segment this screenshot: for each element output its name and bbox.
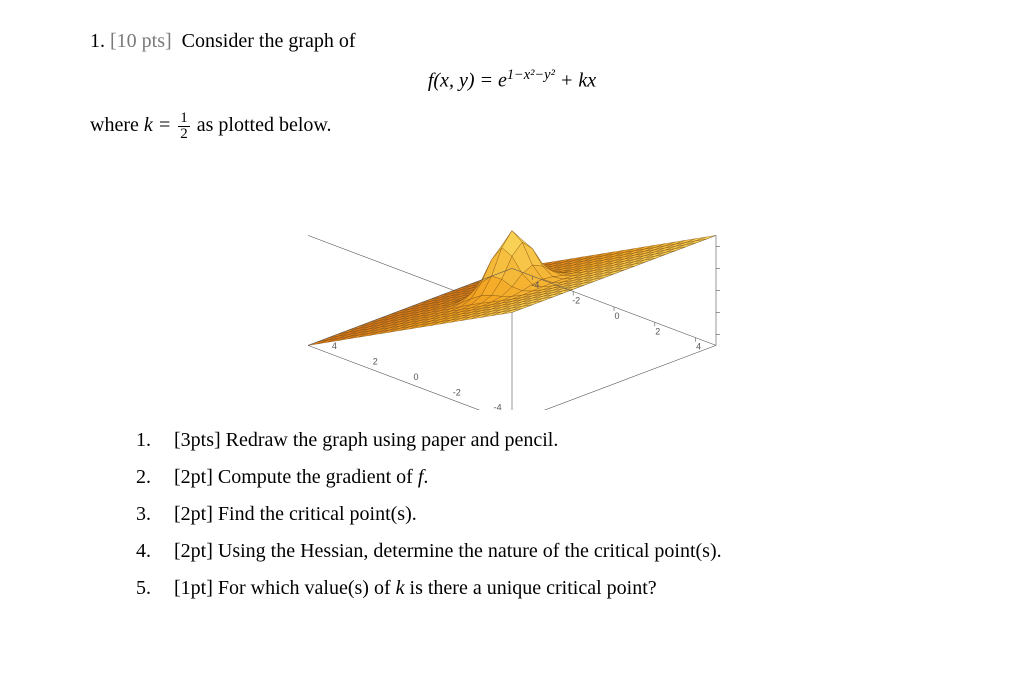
formula-exponent: 1−x²−y² [507,67,555,83]
subpart-body: Using the Hessian, determine the nature … [213,540,722,562]
formula: f(x, y) = e1−x²−y² + kx [90,67,934,93]
svg-text:4: 4 [332,341,337,351]
subpart-text: [2pt] Find the critical point(s). [174,503,934,526]
where-line: where k = 12 as plotted below. [90,111,934,142]
surface-plot: -4-2024420-2-4-2-1012 [302,150,722,410]
subpart-number: 4. [136,540,174,563]
problem-number: 1. [90,30,105,52]
subpart-number: 3. [136,503,174,526]
fraction: 12 [178,111,190,142]
subpart-body-after: . [423,466,428,488]
where-prefix: where [90,114,144,136]
subpart-2: 2. [2pt] Compute the gradient of f. [136,466,934,489]
problem-points: [10 pts] [110,30,172,52]
subpart-pts: [3pts] [174,429,221,451]
subpart-3: 3. [2pt] Find the critical point(s). [136,503,934,526]
svg-text:4: 4 [696,341,701,351]
subpart-number: 5. [136,577,174,600]
subpart-number: 2. [136,466,174,489]
where-suffix: as plotted below. [192,114,332,136]
problem-header: 1. [10 pts] Consider the graph of [90,30,934,53]
subpart-text: [3pts] Redraw the graph using paper and … [174,429,934,452]
svg-text:0: 0 [413,372,418,382]
subpart-1: 1. [3pts] Redraw the graph using paper a… [136,429,934,452]
subpart-text: [2pt] Using the Hessian, determine the n… [174,540,934,563]
formula-prefix: f(x, y) = e [428,70,507,92]
subpart-body-before: Compute the gradient of [213,466,418,488]
subpart-body: Redraw the graph using paper and pencil. [221,429,559,451]
problem-intro-text: Consider the graph of [182,30,356,52]
subpart-text: [2pt] Compute the gradient of f. [174,466,934,489]
svg-text:0: 0 [614,311,619,321]
subpart-body-after: is there a unique critical point? [405,577,657,599]
plot-container: -4-2024420-2-4-2-1012 [90,150,934,415]
subpart-pts: [2pt] [174,540,213,562]
subparts-list: 1. [3pts] Redraw the graph using paper a… [90,429,934,600]
subpart-pts: [2pt] [174,503,213,525]
subpart-body: Find the critical point(s). [213,503,417,525]
subpart-math: k [396,577,405,599]
frac-num: 1 [178,111,190,127]
k-eq: k = [144,114,176,136]
subpart-number: 1. [136,429,174,452]
subpart-body-before: For which value(s) of [213,577,396,599]
formula-suffix: + kx [555,70,596,92]
subpart-pts: [1pt] [174,577,213,599]
svg-text:2: 2 [655,326,660,336]
svg-text:-4: -4 [531,280,539,290]
subpart-pts: [2pt] [174,466,213,488]
subpart-text: [1pt] For which value(s) of k is there a… [174,577,934,600]
svg-text:-2: -2 [572,295,580,305]
subpart-5: 5. [1pt] For which value(s) of k is ther… [136,577,934,600]
problem-page: 1. [10 pts] Consider the graph of f(x, y… [0,0,1024,698]
frac-den: 2 [178,127,190,142]
subpart-4: 4. [2pt] Using the Hessian, determine th… [136,540,934,563]
svg-text:-4: -4 [494,402,502,409]
svg-text:2: 2 [373,356,378,366]
svg-text:-2: -2 [453,387,461,397]
